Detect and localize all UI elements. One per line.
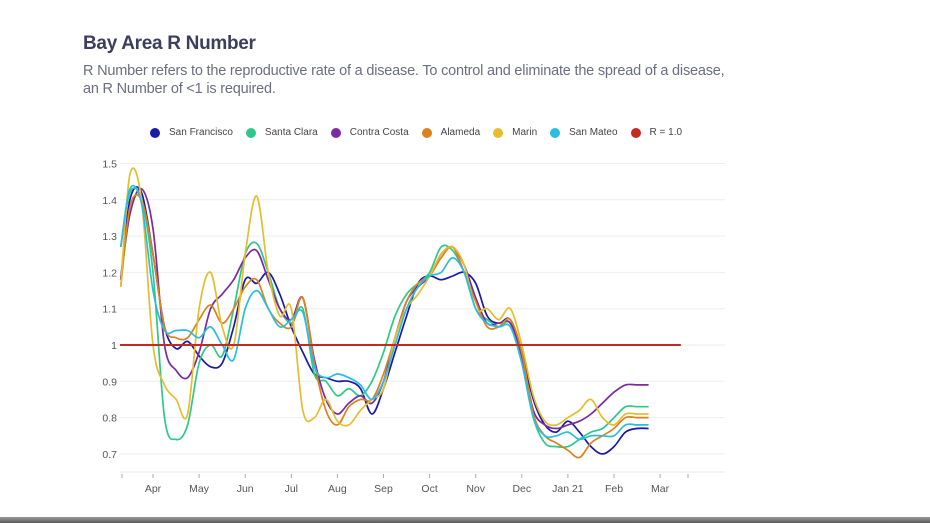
- y-tick-label: 1.2: [102, 267, 117, 279]
- chart-title: Bay Area R Number: [83, 33, 256, 54]
- y-tick-label: 1: [111, 340, 117, 352]
- legend-label: Alameda: [440, 127, 481, 138]
- x-tick-label: May: [189, 483, 210, 495]
- legend-label: Santa Clara: [264, 127, 318, 138]
- x-tick-label: Jun: [237, 483, 254, 495]
- x-tick-label: Mar: [651, 483, 670, 495]
- y-tick-label: 1.4: [102, 195, 117, 207]
- y-tick-label: 1.5: [102, 159, 117, 171]
- series-line-san-mateo: [119, 184, 649, 441]
- series-line-marin: [119, 167, 649, 427]
- x-tick-label: Nov: [466, 483, 485, 495]
- x-tick-label: Oct: [421, 483, 437, 495]
- y-tick-label: 1.3: [102, 231, 117, 243]
- legend-item[interactable]: Alameda: [421, 127, 481, 138]
- legend: San Francisco Santa Clara Contra Costa Alam…: [150, 127, 695, 138]
- legend-dot-icon: [550, 127, 561, 138]
- x-tick-label: Feb: [605, 483, 623, 495]
- legend-dot-icon: [330, 127, 341, 138]
- window-bottom-edge: [0, 517, 930, 523]
- legend-item[interactable]: R = 1.0: [630, 127, 683, 138]
- x-tick-label: Dec: [512, 483, 531, 495]
- legend-label: Marin: [512, 127, 538, 138]
- series-line-alameda: [119, 193, 649, 459]
- y-tick-label: 0.9: [102, 376, 117, 388]
- legend-dot-icon: [421, 127, 432, 138]
- x-tick-label: Jan 21: [552, 483, 584, 495]
- legend-item[interactable]: Marin: [493, 127, 537, 138]
- y-tick-label: 0.7: [102, 449, 117, 461]
- series-line-san-francisco: [119, 186, 649, 455]
- y-tick-label: 1.1: [102, 304, 117, 316]
- legend-dot-icon: [245, 127, 256, 138]
- x-tick-label: Aug: [328, 483, 347, 495]
- x-tick-label: Jul: [285, 483, 298, 495]
- legend-label: Contra Costa: [349, 127, 409, 138]
- x-tick-label: Sep: [374, 483, 393, 495]
- series-line-santa-clara: [119, 187, 649, 449]
- legend-label: San Mateo: [569, 127, 618, 138]
- chart-subtitle: R Number refers to the reproductive rate…: [83, 63, 725, 97]
- legend-item[interactable]: San Francisco: [150, 127, 233, 138]
- legend-label: R = 1.0: [649, 127, 683, 138]
- series-lines: [119, 167, 681, 459]
- legend-item[interactable]: San Mateo: [550, 127, 618, 138]
- legend-label: San Francisco: [169, 127, 233, 138]
- legend-dot-icon: [493, 127, 504, 138]
- y-axis: 0.7 0.8 0.9 1 1.1 1.2 1.3 1.4 1.5: [102, 159, 117, 461]
- y-tick-label: 0.8: [102, 413, 117, 425]
- x-tick-label: Apr: [145, 483, 162, 495]
- legend-dot-icon: [630, 127, 641, 138]
- x-axis: Apr May Jun Jul Aug Sep Oct Nov Dec Jan 21 Feb Mar: [120, 471, 725, 495]
- legend-item[interactable]: Contra Costa: [330, 127, 409, 138]
- legend-item[interactable]: Santa Clara: [245, 127, 318, 138]
- legend-dot-icon: [150, 127, 160, 138]
